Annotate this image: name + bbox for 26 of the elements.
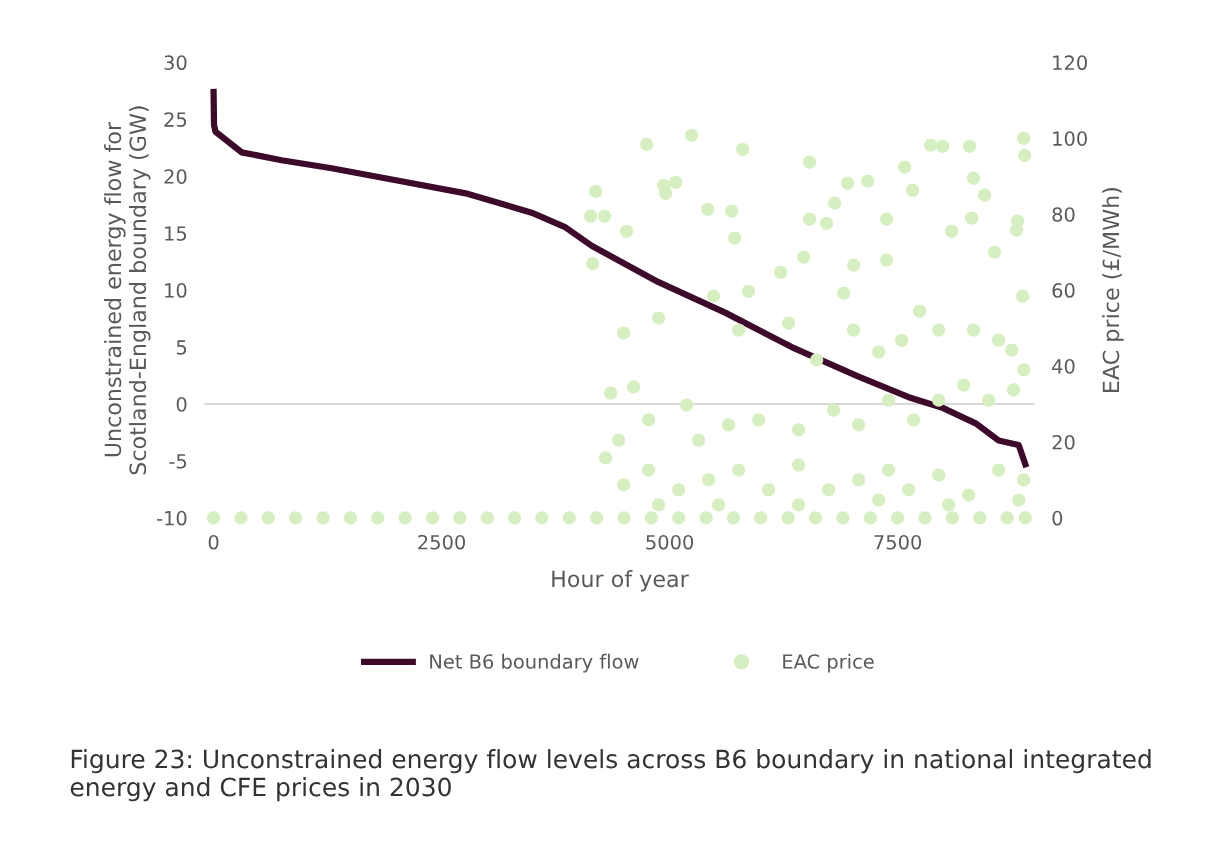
y-tick-label: 15 <box>165 226 187 241</box>
y2-tick-label: 60 <box>1052 283 1075 298</box>
x-axis-title: Hour of year <box>552 570 689 592</box>
y-tick-label: 25 <box>164 112 187 127</box>
y-tick-label: 30 <box>164 55 187 71</box>
y-tick-label: -10 <box>156 510 187 526</box>
caption: Figure 23: Unconstrained energy flow levels across B6 boundary in national integrated energy and CFE prices in 2030 <box>70 749 1151 802</box>
y-tick-label: 10 <box>165 283 187 298</box>
y2-tick-label: 80 <box>1052 207 1075 222</box>
y2-tick-label: 40 <box>1052 358 1075 374</box>
y2-tick-label: 0 <box>1052 510 1063 526</box>
y2-tick-label: 100 <box>1053 131 1087 146</box>
y-tick-label: -5 <box>169 454 187 469</box>
legend-label: Net B6 boundary flow <box>430 653 639 673</box>
x-tick-label: 5000 <box>646 534 694 550</box>
y-tick-label: 20 <box>164 169 187 184</box>
legend-label: EAC price <box>783 653 874 673</box>
y2-tick-label: 20 <box>1052 434 1075 450</box>
y-axis-title: Unconstrained energy flow for Scotland-England boundary (GW) <box>104 106 151 475</box>
y2-tick-label: 120 <box>1053 55 1087 71</box>
x-tick-label: 7500 <box>874 534 922 550</box>
y-tick-label: 0 <box>176 396 187 412</box>
x-tick-label: 0 <box>208 534 219 550</box>
x-tick-label: 2500 <box>418 534 466 550</box>
y-tick-label: 5 <box>176 340 187 355</box>
y2-axis-title: EAC price (£/MWh) <box>1102 188 1124 392</box>
